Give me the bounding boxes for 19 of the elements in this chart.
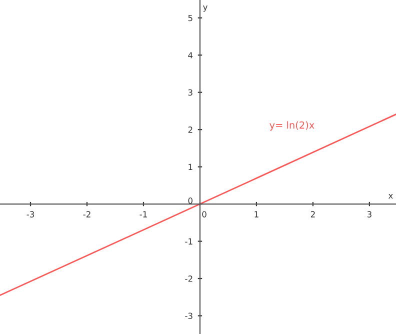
x-tick-label: -3: [26, 211, 34, 218]
x-tick-label: 3: [367, 211, 372, 218]
x-tick-label: 1: [254, 211, 258, 218]
y-tick-label: -1: [185, 238, 192, 244]
y-tick-label: 0: [188, 198, 192, 204]
x-tick-label: 2: [310, 211, 315, 218]
y-tick-label: 5: [188, 14, 192, 22]
y-tick-label: 1: [188, 164, 192, 170]
y-tick-label: 3: [188, 89, 192, 96]
series-label: y= ln(2)x: [270, 121, 314, 131]
x-tick-label: 0: [202, 211, 206, 218]
y-axis-title: y: [203, 6, 208, 12]
y-tick-label: 4: [188, 52, 193, 58]
y-tick-label: -3: [185, 312, 192, 320]
x-axis-title: x: [388, 194, 393, 199]
y-tick-label: 2: [188, 126, 192, 133]
x-tick-label: -1: [140, 211, 147, 218]
x-tick-label: -2: [83, 211, 90, 218]
y-tick-label: -2: [185, 276, 192, 282]
